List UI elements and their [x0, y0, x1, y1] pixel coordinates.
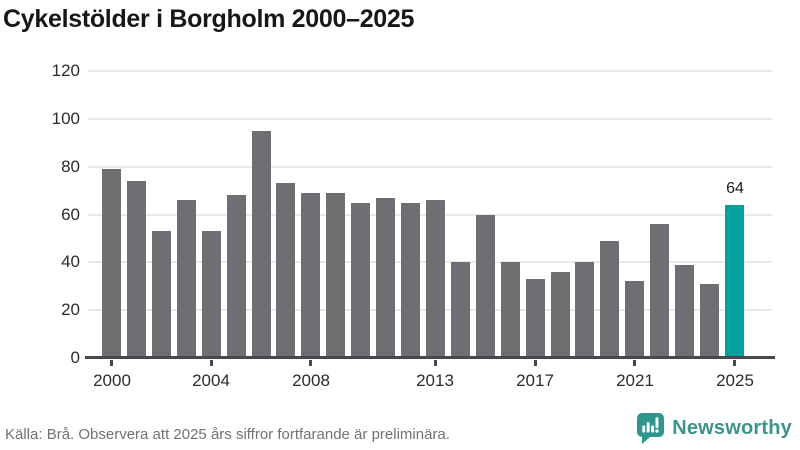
x-axis-tick-label-2025: 2025	[716, 371, 754, 390]
gridline-y-80	[88, 165, 772, 168]
y-axis-tick-label-100: 100	[51, 108, 80, 128]
newsworthy-logo[interactable]: Newsworthy	[637, 413, 792, 444]
bar-2018	[551, 271, 570, 358]
bar-2009	[326, 192, 345, 358]
bar-2012	[401, 202, 420, 358]
plot-area: 0 20 40 60 80 100 120 64 2000 2004 2008 2013 2017 202…	[52, 62, 775, 390]
y-axis-tick-label-80: 80	[61, 156, 80, 176]
bar-2014	[451, 262, 470, 358]
bar-2016	[501, 262, 520, 358]
bar-2003	[177, 200, 196, 358]
y-axis-tick-label-20: 20	[61, 300, 80, 320]
newsworthy-wordmark: Newsworthy	[672, 417, 792, 439]
bar-2015	[476, 214, 495, 358]
bar-2002	[152, 231, 171, 358]
bar-2001	[127, 181, 146, 358]
bar-2006	[252, 130, 271, 358]
x-axis-tick-2004	[210, 360, 213, 366]
x-axis-tick-2013	[434, 360, 437, 366]
bar-2013	[426, 200, 445, 358]
x-axis-tick-2008	[309, 360, 312, 366]
chart-title: Cykelstölder i Borgholm 2000–2025	[3, 5, 415, 33]
bar-2010	[351, 202, 370, 358]
x-axis-tick-2000	[110, 360, 113, 366]
bar-2011	[376, 197, 395, 358]
x-axis-tick-label-2013: 2013	[416, 371, 454, 390]
bar-2021	[625, 281, 644, 358]
bar-2024	[700, 283, 719, 358]
bar-2007	[276, 183, 295, 358]
x-axis-tick-label-2008: 2008	[292, 371, 330, 390]
gridline-y-120	[88, 70, 772, 72]
bar-2025	[725, 204, 744, 358]
bar-2000	[102, 169, 121, 358]
bar-2022	[650, 224, 669, 358]
bar-2020	[600, 240, 619, 358]
x-axis-tick-2021	[633, 360, 636, 366]
x-axis-tick-2025	[733, 360, 736, 366]
bar-2019	[575, 262, 594, 358]
y-axis-tick-label-0: 0	[70, 348, 80, 367]
highlight-value-label: 64	[726, 179, 744, 197]
x-axis-tick-label-2017: 2017	[516, 371, 554, 390]
y-axis-tick-label-120: 120	[51, 61, 80, 80]
bar-2008	[301, 192, 320, 358]
x-axis-tick-label-2021: 2021	[616, 371, 654, 390]
bar-2005	[227, 195, 246, 358]
bar-2004	[202, 231, 221, 358]
x-axis-tick-label-2004: 2004	[192, 371, 230, 390]
x-axis-tick-label-2000: 2000	[93, 371, 131, 390]
x-axis-tick-2017	[534, 360, 537, 366]
y-axis-tick-label-60: 60	[61, 204, 80, 224]
y-axis-tick-label-40: 40	[61, 252, 80, 272]
x-axis-line	[85, 356, 775, 359]
gridline-y-100	[88, 117, 772, 120]
newsworthy-bubble-chart-icon	[637, 413, 665, 444]
bar-2023	[675, 264, 694, 358]
bar-2017	[526, 279, 545, 358]
source-note: Källa: Brå. Observera att 2025 års siffr…	[5, 426, 450, 443]
